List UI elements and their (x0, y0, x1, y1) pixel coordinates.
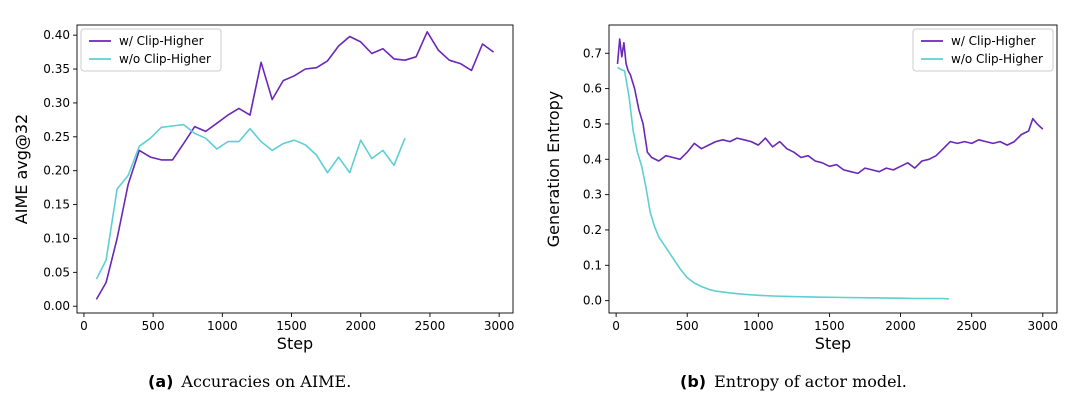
chart1-ytick-label-7: 0.7 (583, 46, 602, 60)
chart1-legend-label-0: w/ Clip-Higher (951, 34, 1036, 48)
chart1-ytick-label-6: 0.6 (583, 82, 602, 96)
chart1-series-line-0 (616, 38, 1044, 175)
chart1-ylabel: Generation Entropy (544, 91, 563, 248)
chart0-xtick-label-4: 2000 (345, 319, 376, 333)
chart-generation-entropy: 0 500 1000 1500 2000 2500 3000 0.0 0.1 0.2 0.3 0.4 0… (544, 24, 1059, 353)
chart0-xlabel: Step (277, 334, 313, 353)
chart0-plot-frame (76, 24, 514, 314)
chart0-ytick-label-5: 0.25 (43, 130, 70, 144)
chart1-legend-label-1: w/o Clip-Higher (951, 52, 1043, 66)
chart1-ytick-label-4: 0.4 (583, 152, 602, 166)
chart0-xtick-label-2: 1000 (207, 319, 238, 333)
chart1-ytick-label-3: 0.3 (583, 188, 602, 202)
chart0-xtick-label-6: 3000 (484, 319, 515, 333)
chart1-xtick-label-2: 1000 (743, 319, 774, 333)
chart0-series-line-1 (95, 123, 406, 280)
chart0-legend-label-0: w/ Clip-Higher (119, 34, 204, 48)
chart0-xtick-label-5: 2500 (415, 319, 446, 333)
chart0-ytick-label-2: 0.10 (43, 231, 70, 245)
chart1-xtick-label-3: 1500 (814, 319, 845, 333)
chart0-ytick-label-4: 0.20 (43, 164, 70, 178)
chart-aime-accuracy: 0 500 1000 1500 2000 2500 3000 0.00 0.05 0.10 0.15… (12, 24, 515, 353)
chart0-ytick-label-1: 0.05 (43, 265, 70, 279)
chart1-ytick-label-2: 0.2 (583, 223, 602, 237)
chart0-ytick-label-3: 0.15 (43, 198, 70, 212)
chart0-series-line-0 (95, 30, 495, 300)
chart0-ytick-label-0: 0.00 (43, 299, 70, 313)
chart0-ytick-label-8: 0.40 (43, 28, 70, 42)
chart0-xtick-label-0: 0 (80, 319, 88, 333)
chart0-xtick-label-1: 500 (142, 319, 165, 333)
caption-a: (a) Accuracies on AIME. (148, 372, 351, 391)
chart0-ytick-label-6: 0.30 (43, 96, 70, 110)
chart1-plot-frame (608, 24, 1058, 314)
figure: 0 500 1000 1500 2000 2500 30000.000.050.100.15… (12, 24, 1059, 353)
chart1-ytick-label-1: 0.1 (583, 258, 602, 272)
caption-a-label: (a) (148, 372, 174, 391)
chart0-ylabel: AIME avg@32 (12, 114, 31, 224)
caption-b-text: Entropy of actor model. (714, 372, 907, 391)
chart1-xtick-label-1: 500 (676, 319, 699, 333)
chart1-ytick-label-0: 0.0 (583, 294, 602, 308)
chart1-ytick-label-5: 0.5 (583, 117, 602, 131)
chart1-legend-box (912, 28, 1054, 72)
chart1-xtick-label-0: 0 (612, 319, 620, 333)
chart1-xlabel: Step (815, 334, 851, 353)
chart0-ytick-label-7: 0.35 (43, 62, 70, 76)
caption-a-text: Accuracies on AIME. (181, 372, 352, 391)
chart0-legend-label-1: w/o Clip-Higher (119, 52, 211, 66)
chart0-legend-box (80, 28, 222, 72)
chart0-xtick-label-3: 1500 (276, 319, 307, 333)
caption-b-label: (b) (680, 372, 707, 391)
chart1-xtick-label-6: 3000 (1028, 319, 1059, 333)
caption-b: (b) Entropy of actor model. (680, 372, 907, 391)
chart1-xtick-label-5: 2500 (956, 319, 987, 333)
chart1-series-line-1 (617, 66, 949, 300)
chart1-xtick-label-4: 2000 (885, 319, 916, 333)
